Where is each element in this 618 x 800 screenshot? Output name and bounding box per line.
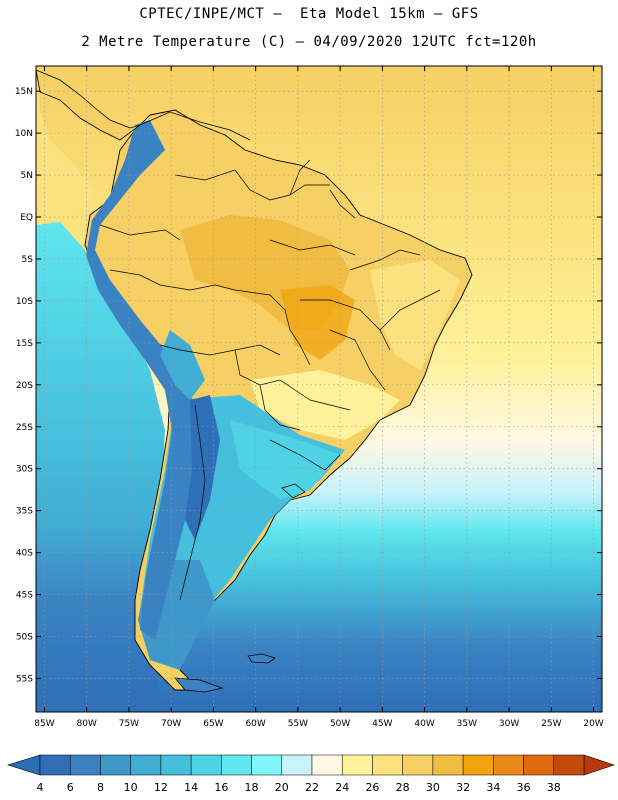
colorbar-label: 22 xyxy=(305,781,319,794)
lon-tick-label: 65W xyxy=(203,719,223,729)
lat-tick-label: 15N xyxy=(15,87,33,97)
lat-tick-label: 30S xyxy=(16,465,33,475)
lagoa-dos-patos xyxy=(281,483,306,499)
lon-tick-label: 80W xyxy=(77,719,97,729)
lon-tick-label: 30W xyxy=(499,719,519,729)
colorbar-label: 36 xyxy=(517,781,531,794)
lon-tick-label: 20W xyxy=(583,719,603,729)
colorbar-swatch xyxy=(160,754,192,776)
lat-tick-label: 55S xyxy=(16,674,33,684)
colorbar-high-arrow xyxy=(583,754,615,776)
tierra-del-fuego xyxy=(174,677,224,693)
lat-tick-label: 25S xyxy=(16,423,33,433)
colorbar-swatch xyxy=(341,754,373,776)
lat-tick-label: 40S xyxy=(16,549,33,559)
colorbar-swatch xyxy=(462,754,494,776)
colorbar-swatch xyxy=(39,754,71,776)
colorbar-swatch xyxy=(402,754,434,776)
lon-tick-label: 75W xyxy=(119,719,139,729)
colorbar-swatch xyxy=(372,754,403,776)
hot-core-central xyxy=(280,285,355,360)
colorbar-label: 8 xyxy=(97,781,104,794)
lat-tick-label: 10S xyxy=(16,297,33,307)
colorbar-label: 20 xyxy=(275,781,289,794)
pacific-cool-region xyxy=(36,222,165,712)
colorbar-label: 28 xyxy=(396,781,410,794)
andes-cold-strip xyxy=(86,120,200,640)
map-subtitle: 2 Metre Temperature (C) – 04/09/2020 12U… xyxy=(81,34,537,50)
lat-tick-label: EQ xyxy=(20,213,33,223)
colorbar-label: 4 xyxy=(37,781,44,794)
temperature-colorbar: 4 6 8 10 12 14 16 18 20 22 24 26 28 30 32 34 36 38 xyxy=(6,754,615,794)
colorbar-swatch xyxy=(311,754,343,776)
pampas-cool xyxy=(230,420,340,500)
colorbar-swatch xyxy=(523,754,555,776)
lon-tick-label: 70W xyxy=(161,719,181,729)
lat-tick-label: 5N xyxy=(21,171,33,181)
colorbar-label: 6 xyxy=(67,781,74,794)
colorbar-swatch xyxy=(69,754,101,776)
colorbar-label: 34 xyxy=(486,781,500,794)
lat-tick-label: 5S xyxy=(22,255,34,265)
lon-tick-label: 60W xyxy=(245,719,265,729)
colorbar-swatch xyxy=(221,754,252,776)
lat-tick-label: 35S xyxy=(16,507,33,517)
lon-tick-label: 40W xyxy=(414,719,434,729)
lat-tick-label: 45S xyxy=(16,591,33,601)
axis-ticks: 15N 10N 5N EQ 5S 10S 15S 20S 25S 30S 35S 40S 45S 50S 5… xyxy=(15,66,604,729)
colorbar-label: 16 xyxy=(214,781,228,794)
colorbar-swatch xyxy=(130,754,162,776)
colorbar-swatch xyxy=(553,754,585,776)
colorbar-label: 14 xyxy=(184,781,198,794)
colorbar-label: 32 xyxy=(456,781,470,794)
colorbar-label: 30 xyxy=(426,781,440,794)
lat-tick-label: 20S xyxy=(16,381,33,391)
caribbean-coast xyxy=(139,111,251,141)
northeast-mild xyxy=(370,260,460,370)
lon-tick-label: 85W xyxy=(34,719,54,729)
pacific-warm-region xyxy=(36,66,95,222)
country-borders xyxy=(99,159,441,601)
lat-tick-label: 15S xyxy=(16,339,33,349)
colorbar-label: 18 xyxy=(245,781,259,794)
lat-tick-label: 10N xyxy=(15,129,33,139)
colorbar-swatch xyxy=(251,754,283,776)
colorbar-label: 10 xyxy=(124,781,138,794)
lon-tick-label: 50W xyxy=(330,719,350,729)
colorbar-swatch xyxy=(190,754,222,776)
colorbar-label: 24 xyxy=(335,781,349,794)
colorbar-label: 12 xyxy=(154,781,168,794)
falkland-islands xyxy=(247,653,276,664)
map-title: CPTEC/INPE/MCT – Eta Model 15km – GFS xyxy=(139,6,479,22)
southeast-mild xyxy=(250,370,400,440)
lon-tick-label: 55W xyxy=(288,719,308,729)
lon-tick-label: 45W xyxy=(372,719,392,729)
colorbar-swatch xyxy=(432,754,464,776)
colorbar-swatch xyxy=(281,754,313,776)
colorbar-label: 26 xyxy=(365,781,379,794)
colorbar-swatch xyxy=(493,754,524,776)
lon-tick-label: 35W xyxy=(457,719,477,729)
lat-tick-label: 50S xyxy=(16,632,33,642)
colorbar-label: 38 xyxy=(547,781,561,794)
map-frame xyxy=(35,65,603,713)
lon-tick-label: 25W xyxy=(541,719,561,729)
andes-high-cold xyxy=(185,395,220,540)
colorbar-low-arrow xyxy=(6,754,41,776)
colorbar-swatch xyxy=(100,754,131,776)
